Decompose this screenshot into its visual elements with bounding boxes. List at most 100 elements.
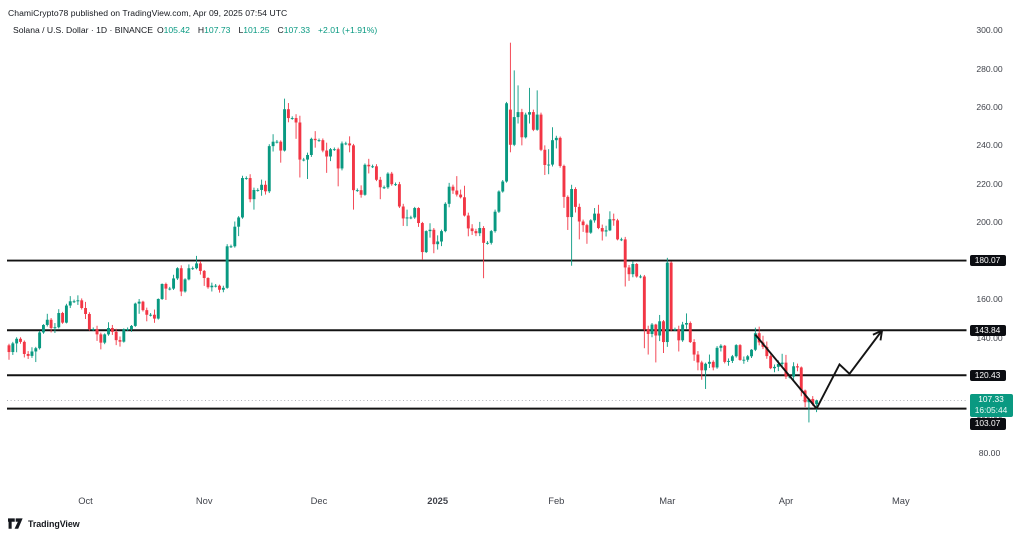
candle-body xyxy=(773,366,776,369)
candle-body xyxy=(237,217,241,227)
price-tick-label: 140.00 xyxy=(976,332,1003,343)
candle-body xyxy=(378,179,382,188)
candle-body xyxy=(374,166,378,180)
arrowhead xyxy=(879,330,883,341)
candle-body xyxy=(639,276,642,278)
candle-body xyxy=(187,268,191,280)
candle-body xyxy=(306,154,309,160)
candle-body xyxy=(260,184,264,190)
candle-body xyxy=(742,359,746,361)
current-price-value: 107.33 xyxy=(978,393,1004,404)
candle-body xyxy=(290,118,294,119)
candle-body xyxy=(137,301,141,304)
candle-body xyxy=(589,220,593,233)
time-tick-label: Oct xyxy=(78,495,93,506)
candle-body xyxy=(191,268,195,270)
candle-body xyxy=(700,362,704,371)
candle-body xyxy=(248,178,252,200)
candle-body xyxy=(275,141,279,143)
candle-body xyxy=(386,173,390,188)
candle-body xyxy=(677,329,681,341)
candle-body xyxy=(244,178,248,179)
candle-body xyxy=(130,325,133,330)
candle-body xyxy=(704,363,708,371)
candle-body xyxy=(309,138,313,155)
time-tick-label: 2025 xyxy=(427,495,449,506)
candle-body xyxy=(91,329,95,331)
candle-body xyxy=(780,362,784,364)
high-label: H xyxy=(197,25,205,35)
candle-body xyxy=(11,343,15,353)
candle-body xyxy=(727,360,731,362)
price-tick-label: 280.00 xyxy=(976,63,1003,74)
time-tick-label: Feb xyxy=(548,495,565,506)
candle-body xyxy=(646,329,650,334)
candle-body xyxy=(692,342,696,355)
tradingview-logo[interactable]: TradingView xyxy=(8,518,80,530)
candle-body xyxy=(133,303,137,326)
candle-body xyxy=(551,140,554,165)
price-tick-label: 300.00 xyxy=(976,25,1003,35)
candle-body xyxy=(746,356,750,360)
candle-body xyxy=(455,190,459,195)
candle-body xyxy=(348,143,352,146)
candle-body xyxy=(321,140,325,151)
candle-body xyxy=(482,228,486,243)
arrowhead xyxy=(872,329,883,336)
candle-body xyxy=(596,213,600,229)
symbol-title[interactable]: Solana / U.S. Dollar · 1D · BINANCE xyxy=(13,25,153,35)
candle-body xyxy=(631,263,635,275)
candle-body xyxy=(152,314,156,319)
candle-body xyxy=(719,345,723,348)
candle-body xyxy=(711,361,715,368)
candle-body xyxy=(221,287,225,290)
candle-body xyxy=(325,150,329,157)
candle-body xyxy=(103,334,107,343)
candle-body xyxy=(317,140,321,142)
close-value: 107.33 xyxy=(283,25,311,35)
candle-body xyxy=(80,300,84,309)
candle-body xyxy=(99,334,103,343)
candle-body xyxy=(769,356,773,369)
candle-body xyxy=(654,324,658,336)
trendline-drawing[interactable] xyxy=(754,333,818,410)
candle-body xyxy=(619,239,623,241)
candle-body xyxy=(516,112,520,118)
candle-body xyxy=(329,149,332,157)
candle-body xyxy=(19,338,22,342)
candle-body xyxy=(524,114,528,138)
candle-body xyxy=(512,117,516,145)
close-label: C xyxy=(277,25,284,35)
candle-body xyxy=(110,328,114,332)
candle-body xyxy=(175,268,179,279)
candle-body xyxy=(566,196,570,218)
candle-body xyxy=(581,221,585,226)
candle-body xyxy=(279,141,283,151)
candle-body xyxy=(122,329,126,342)
candle-body xyxy=(684,323,688,325)
projection-arrow-drawing[interactable] xyxy=(815,329,883,410)
candle-body xyxy=(179,268,183,292)
candle-body xyxy=(612,219,616,221)
candle-body xyxy=(436,241,440,245)
candle-body xyxy=(241,178,244,218)
time-tick-label: May xyxy=(891,495,910,506)
candle-body xyxy=(417,208,420,224)
price-tick-label: 240.00 xyxy=(976,140,1003,151)
candle-body xyxy=(49,319,53,329)
candle-body xyxy=(355,190,359,192)
candle-body xyxy=(696,354,700,363)
candle-body xyxy=(283,109,287,151)
low-value: 101.25 xyxy=(243,25,270,35)
candle-body xyxy=(669,262,673,330)
candle-body xyxy=(459,194,463,198)
symbol-legend[interactable]: Solana / U.S. Dollar · 1D · BINANCE O105.… xyxy=(13,25,377,35)
candle-body xyxy=(64,305,68,323)
candle-body xyxy=(642,276,646,330)
candle-body xyxy=(26,353,30,356)
candle-body xyxy=(558,137,562,166)
candle-body xyxy=(505,103,509,182)
time-tick-label: Nov xyxy=(195,495,213,506)
high-value: 107.73 xyxy=(204,25,231,35)
